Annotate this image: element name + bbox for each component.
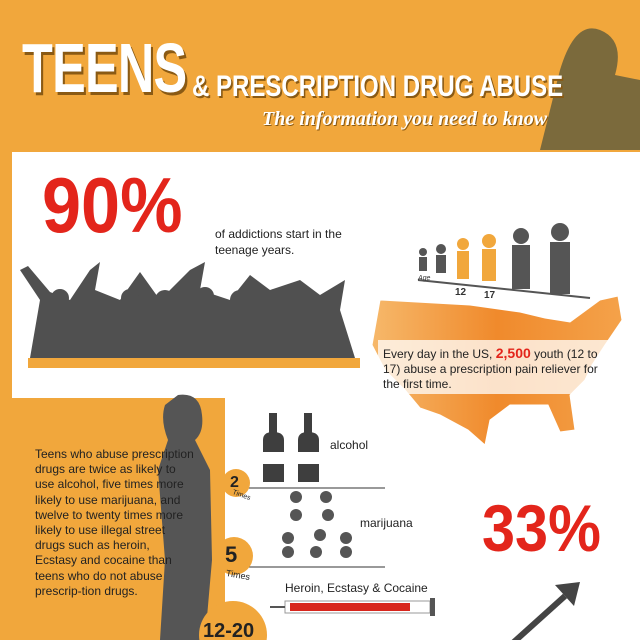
stat-90-text: of addictions start in the teenage years… [215,227,342,257]
map-note-bg [378,340,618,394]
map-note-highlight: 2,500 [495,345,531,361]
age-label: Age [418,275,431,282]
stat-90: 90% [42,161,183,249]
stat-33: 33% [482,491,601,565]
item-label: alcohol [330,438,369,452]
title-rest: & PRESCRIPTION DRUG ABUSE [192,70,564,103]
comparison-text: Teens who abuse prescription drugs are t… [35,447,194,598]
map-note-text: youth (12 to 17) abuse a prescription pa… [383,347,598,391]
multiplier-circle [199,601,267,640]
crowd-bar [28,358,360,368]
map-note-text: Every day in the US, [383,347,493,361]
crowd-silhouette [20,262,355,358]
multiplier: 2 [230,474,239,491]
item-label: marijuana [360,516,413,530]
bottles [263,413,319,482]
subtitle: The information you need to know [262,108,548,130]
title: TEENS [22,29,187,107]
marijuana-icons [282,491,352,558]
multiplier-circle [215,537,253,575]
teen-silhouette [158,394,212,640]
age-figures [417,223,591,299]
multiplier: 12-20 [203,620,255,640]
trend-arrow [511,582,580,640]
multiplier-circle [222,469,250,497]
syringe [270,598,435,616]
age-tick: 12 [455,287,467,298]
item-label: Heroin, Ecstasy & Cocaine [285,581,428,595]
header-figure [540,28,640,150]
multiplier: 5 [225,542,238,567]
map-note: Every day in the US, 2,500 youth (12 to … [383,346,615,392]
age-tick: 17 [484,290,496,301]
